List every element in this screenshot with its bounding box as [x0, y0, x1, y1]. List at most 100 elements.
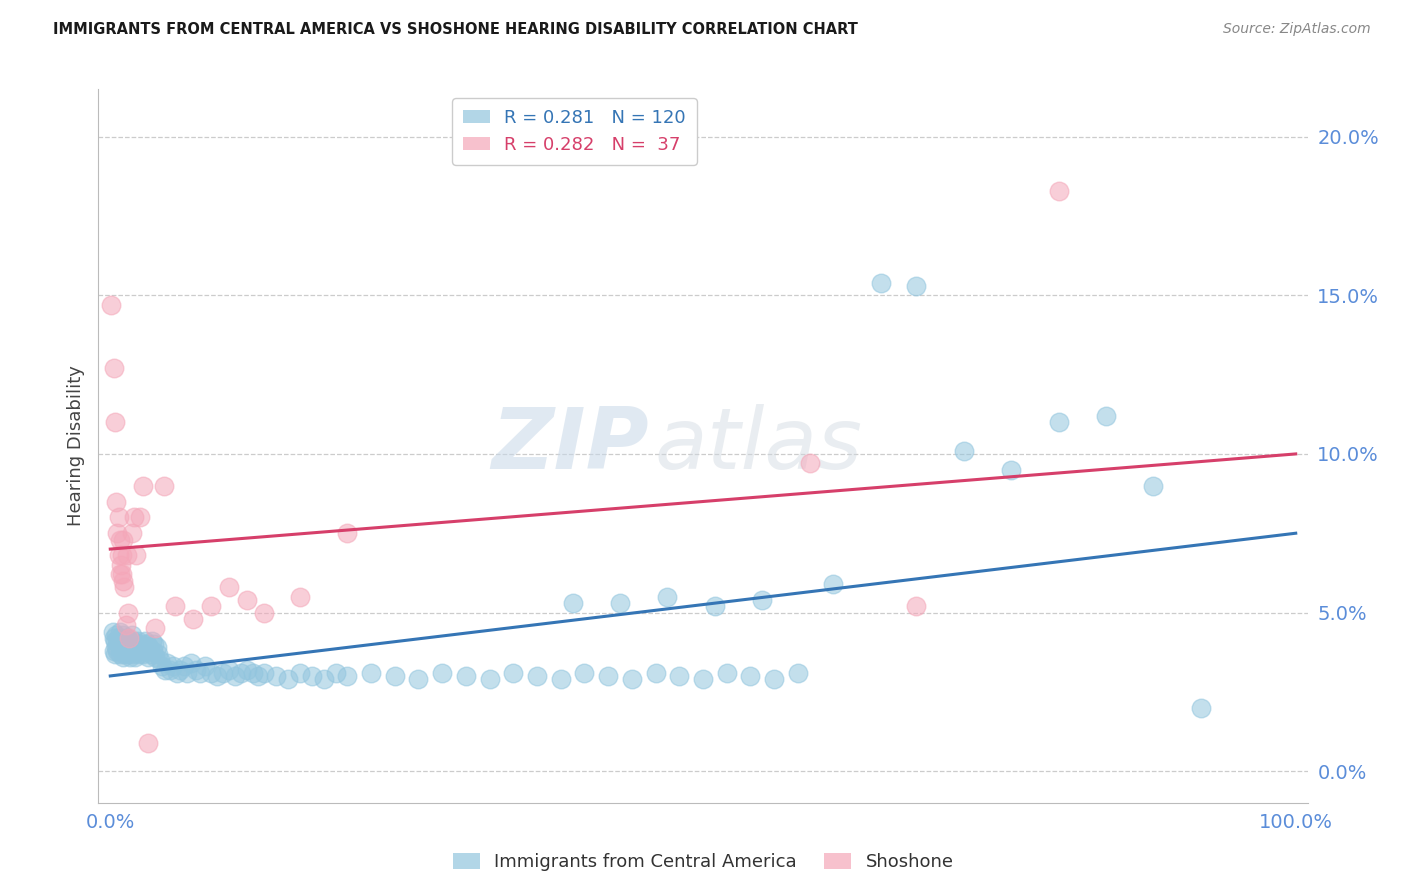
Point: [105, 494, 128, 508]
Point: [454, 669, 477, 683]
Point: [823, 577, 845, 591]
Point: [336, 669, 359, 683]
Point: [114, 618, 136, 632]
Point: [142, 643, 165, 657]
Point: [156, 657, 179, 671]
Point: [288, 665, 311, 680]
Point: [905, 278, 928, 293]
Y-axis label: Hearing Disability: Hearing Disability: [66, 366, 84, 526]
Point: [122, 510, 145, 524]
Point: [112, 574, 135, 588]
Point: [138, 640, 160, 655]
Point: [149, 653, 172, 667]
Point: [644, 665, 666, 680]
Point: [152, 478, 174, 492]
Point: [101, 624, 124, 639]
Point: [105, 634, 128, 648]
Text: ZIP: ZIP: [491, 404, 648, 488]
Point: [136, 735, 159, 749]
Point: [574, 665, 596, 680]
Point: [114, 580, 136, 594]
Point: [212, 665, 235, 680]
Point: [128, 647, 150, 661]
Point: [121, 526, 143, 541]
Point: [229, 665, 252, 680]
Point: [264, 669, 287, 683]
Point: [181, 612, 204, 626]
Point: [190, 665, 212, 680]
Point: [103, 643, 125, 657]
Point: [301, 669, 323, 683]
Point: [120, 637, 142, 651]
Point: [253, 665, 276, 680]
Point: [561, 596, 583, 610]
Point: [786, 665, 808, 680]
Point: [242, 665, 264, 680]
Point: [112, 533, 135, 547]
Point: [277, 672, 299, 686]
Point: [108, 624, 131, 639]
Point: [117, 647, 139, 661]
Point: [117, 606, 139, 620]
Point: [176, 665, 198, 680]
Legend: R = 0.281   N = 120, R = 0.282   N =  37: R = 0.281 N = 120, R = 0.282 N = 37: [453, 98, 697, 165]
Point: [384, 669, 406, 683]
Point: [115, 549, 138, 563]
Point: [526, 669, 548, 683]
Point: [218, 580, 240, 594]
Point: [136, 637, 159, 651]
Point: [152, 659, 174, 673]
Point: [952, 443, 974, 458]
Point: [408, 672, 430, 686]
Point: [763, 672, 786, 686]
Point: [153, 663, 176, 677]
Point: [135, 643, 157, 657]
Point: [107, 637, 129, 651]
Point: [169, 663, 191, 677]
Point: [107, 510, 129, 524]
Point: [1000, 463, 1022, 477]
Point: [716, 665, 738, 680]
Point: [114, 647, 136, 661]
Point: [105, 643, 128, 657]
Point: [184, 663, 207, 677]
Point: [104, 415, 127, 429]
Point: [905, 599, 928, 614]
Point: [129, 643, 152, 657]
Point: [478, 672, 501, 686]
Point: [194, 659, 217, 673]
Point: [118, 643, 141, 657]
Point: [110, 640, 132, 655]
Point: [751, 592, 773, 607]
Point: [111, 643, 134, 657]
Point: [336, 526, 359, 541]
Point: [129, 510, 152, 524]
Point: [136, 649, 159, 664]
Point: [129, 637, 152, 651]
Point: [108, 533, 131, 547]
Point: [432, 665, 454, 680]
Point: [125, 640, 148, 655]
Point: [114, 640, 136, 655]
Point: [1189, 700, 1212, 714]
Point: [143, 649, 166, 664]
Point: [121, 634, 143, 648]
Text: Source: ZipAtlas.com: Source: ZipAtlas.com: [1223, 22, 1371, 37]
Point: [502, 665, 524, 680]
Point: [108, 567, 131, 582]
Point: [162, 659, 184, 673]
Point: [107, 631, 129, 645]
Point: [139, 647, 162, 661]
Point: [110, 634, 132, 648]
Point: [118, 634, 141, 648]
Point: [180, 657, 202, 671]
Point: [166, 665, 188, 680]
Point: [247, 669, 270, 683]
Point: [703, 599, 725, 614]
Point: [799, 457, 821, 471]
Point: [122, 643, 145, 657]
Point: [869, 276, 891, 290]
Point: [620, 672, 643, 686]
Point: [112, 649, 135, 664]
Point: [127, 634, 149, 648]
